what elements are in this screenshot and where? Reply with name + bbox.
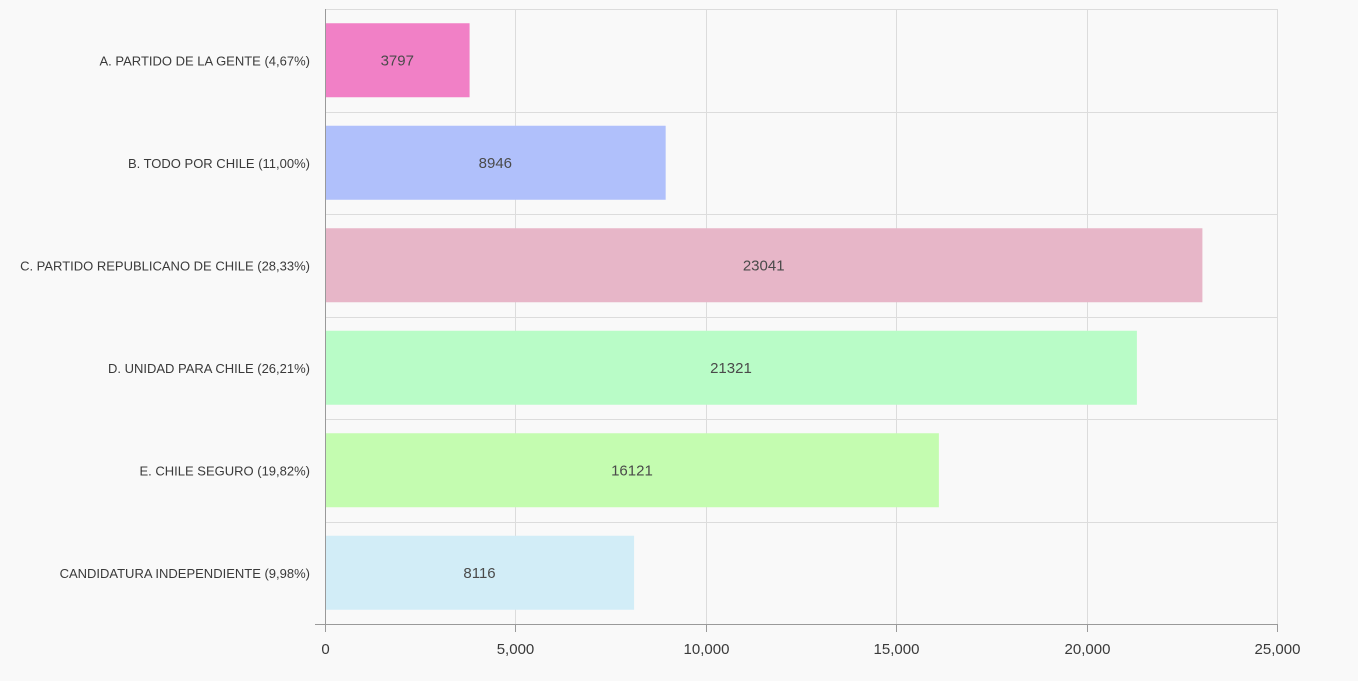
bars-layer: [325, 23, 1203, 610]
category-label-2: C. PARTIDO REPUBLICANO DE CHILE (28,33%): [20, 258, 310, 273]
x-tick-label-0: 0: [321, 641, 329, 658]
category-label-1: B. TODO POR CHILE (11,00%): [128, 156, 310, 171]
bar-4: [325, 433, 939, 508]
bar-5: [325, 535, 635, 610]
category-label-4: E. CHILE SEGURO (19,82%): [140, 463, 311, 478]
category-label-5: CANDIDATURA INDEPENDIENTE (9,98%): [60, 566, 310, 581]
grid-layer: [325, 9, 1278, 624]
x-tick-label-1: 5,000: [497, 641, 535, 658]
bar-value-label-5: 8116: [463, 565, 495, 582]
axis-layer: [315, 9, 1278, 632]
category-label-0: A. PARTIDO DE LA GENTE (4,67%): [100, 53, 310, 68]
bar-value-label-2: 23041: [743, 257, 785, 274]
category-label-3: D. UNIDAD PARA CHILE (26,21%): [108, 361, 310, 376]
bar-1: [325, 125, 666, 200]
x-tick-label-5: 25,000: [1255, 641, 1301, 658]
bar-3: [325, 330, 1137, 405]
bar-value-label-0: 3797: [381, 52, 414, 69]
bar-2: [325, 228, 1203, 303]
bar-value-label-1: 8946: [479, 155, 512, 172]
bar-0: [325, 23, 470, 98]
x-tick-label-2: 10,000: [684, 641, 730, 658]
bar-value-label-3: 21321: [710, 360, 752, 377]
x-tick-label-4: 20,000: [1065, 641, 1111, 658]
bar-value-label-4: 16121: [611, 462, 653, 479]
labels-layer: 3797 A. PARTIDO DE LA GENTE (4,67%) 8946 B.…: [20, 52, 1300, 658]
x-tick-label-3: 15,000: [874, 641, 920, 658]
